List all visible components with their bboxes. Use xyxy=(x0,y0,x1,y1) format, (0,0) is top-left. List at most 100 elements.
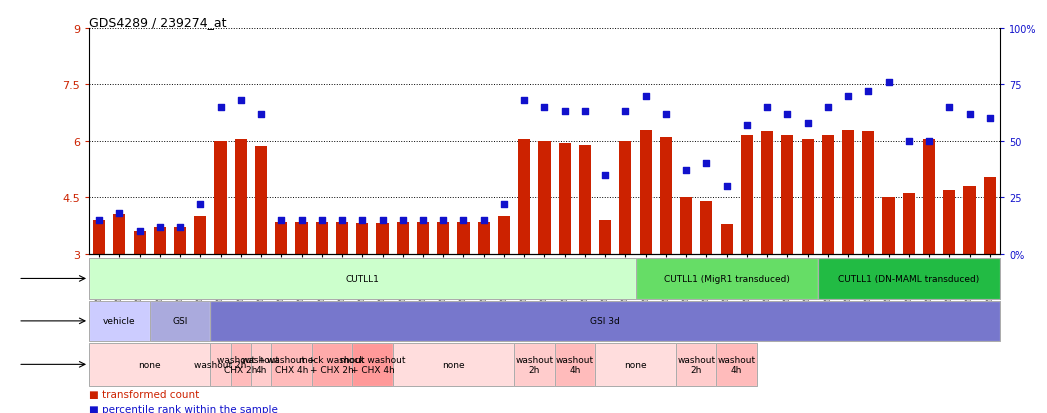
Bar xyxy=(377,223,388,254)
Point xyxy=(881,80,897,86)
Bar xyxy=(235,140,247,254)
Point xyxy=(577,109,594,116)
Bar xyxy=(352,343,393,386)
Bar xyxy=(636,258,818,299)
Point xyxy=(152,224,169,230)
Text: washout
2h: washout 2h xyxy=(515,355,554,374)
Point xyxy=(313,217,330,223)
Point xyxy=(941,104,958,111)
Bar xyxy=(518,140,530,254)
Bar xyxy=(761,132,773,254)
Text: washout
4h: washout 4h xyxy=(242,355,281,374)
Bar xyxy=(555,343,595,386)
Bar xyxy=(802,140,814,254)
Bar xyxy=(89,301,150,341)
Point xyxy=(172,224,188,230)
Bar xyxy=(636,258,818,299)
Bar xyxy=(154,228,165,254)
Point xyxy=(981,116,998,122)
Bar xyxy=(477,222,490,254)
Bar xyxy=(356,223,369,254)
Point xyxy=(597,172,614,178)
Bar xyxy=(150,301,210,341)
Point xyxy=(374,217,391,223)
Point xyxy=(677,167,694,174)
Point xyxy=(759,104,776,111)
Bar xyxy=(393,343,514,386)
Point xyxy=(860,89,876,95)
Point xyxy=(213,104,229,111)
Text: washout +
CHX 2h: washout + CHX 2h xyxy=(217,355,265,374)
Bar xyxy=(538,141,551,254)
Text: CUTLL1 (MigR1 transduced): CUTLL1 (MigR1 transduced) xyxy=(664,274,789,283)
Bar xyxy=(275,222,287,254)
Text: mock washout
+ CHX 4h: mock washout + CHX 4h xyxy=(339,355,405,374)
Bar xyxy=(295,222,308,254)
Bar xyxy=(595,343,676,386)
Bar xyxy=(438,222,449,254)
Point xyxy=(131,228,148,235)
Bar xyxy=(195,216,206,254)
Bar xyxy=(312,343,352,386)
Bar xyxy=(316,222,328,254)
Bar xyxy=(150,301,210,341)
Bar xyxy=(417,222,429,254)
Text: vehicle: vehicle xyxy=(103,317,136,325)
Point xyxy=(961,111,978,118)
Bar xyxy=(579,145,591,254)
Text: GSI: GSI xyxy=(173,317,187,325)
Point xyxy=(91,217,108,223)
Bar xyxy=(174,228,186,254)
Point xyxy=(556,109,573,116)
Point xyxy=(840,93,856,100)
Bar xyxy=(89,343,210,386)
Point xyxy=(435,217,451,223)
Bar xyxy=(89,258,636,299)
Bar xyxy=(210,343,230,386)
Text: GSI 3d: GSI 3d xyxy=(591,317,620,325)
Point xyxy=(738,122,755,129)
Point xyxy=(395,217,411,223)
Bar xyxy=(397,222,408,254)
Point xyxy=(495,201,512,208)
Bar xyxy=(681,198,692,254)
Point xyxy=(252,111,269,118)
Point xyxy=(455,217,472,223)
Point xyxy=(536,104,553,111)
Bar xyxy=(271,343,312,386)
Bar xyxy=(255,147,267,254)
Bar xyxy=(89,301,150,341)
Bar xyxy=(251,343,271,386)
Point xyxy=(293,217,310,223)
Text: none: none xyxy=(442,360,465,369)
Bar xyxy=(818,258,1000,299)
Bar xyxy=(210,301,1000,341)
Bar xyxy=(336,222,348,254)
Bar xyxy=(716,343,757,386)
Point xyxy=(779,111,796,118)
Bar xyxy=(883,198,894,254)
Point xyxy=(415,217,431,223)
Bar xyxy=(741,136,753,254)
Bar xyxy=(559,143,571,254)
Point xyxy=(900,138,917,145)
Text: washout
2h: washout 2h xyxy=(677,355,715,374)
Bar xyxy=(89,258,636,299)
Text: none: none xyxy=(138,360,161,369)
Bar xyxy=(842,130,854,254)
Bar xyxy=(555,343,595,386)
Point xyxy=(638,93,654,100)
Point xyxy=(111,210,128,217)
Bar xyxy=(230,343,251,386)
Text: washout
4h: washout 4h xyxy=(556,355,594,374)
Bar xyxy=(393,343,514,386)
Text: none: none xyxy=(624,360,647,369)
Bar xyxy=(498,216,510,254)
Bar xyxy=(89,343,210,386)
Text: CUTLL1 (DN-MAML transduced): CUTLL1 (DN-MAML transduced) xyxy=(839,274,979,283)
Text: ■ percentile rank within the sample: ■ percentile rank within the sample xyxy=(89,404,277,413)
Bar xyxy=(923,140,935,254)
Bar xyxy=(210,343,230,386)
Bar xyxy=(781,136,794,254)
Bar xyxy=(818,258,1000,299)
